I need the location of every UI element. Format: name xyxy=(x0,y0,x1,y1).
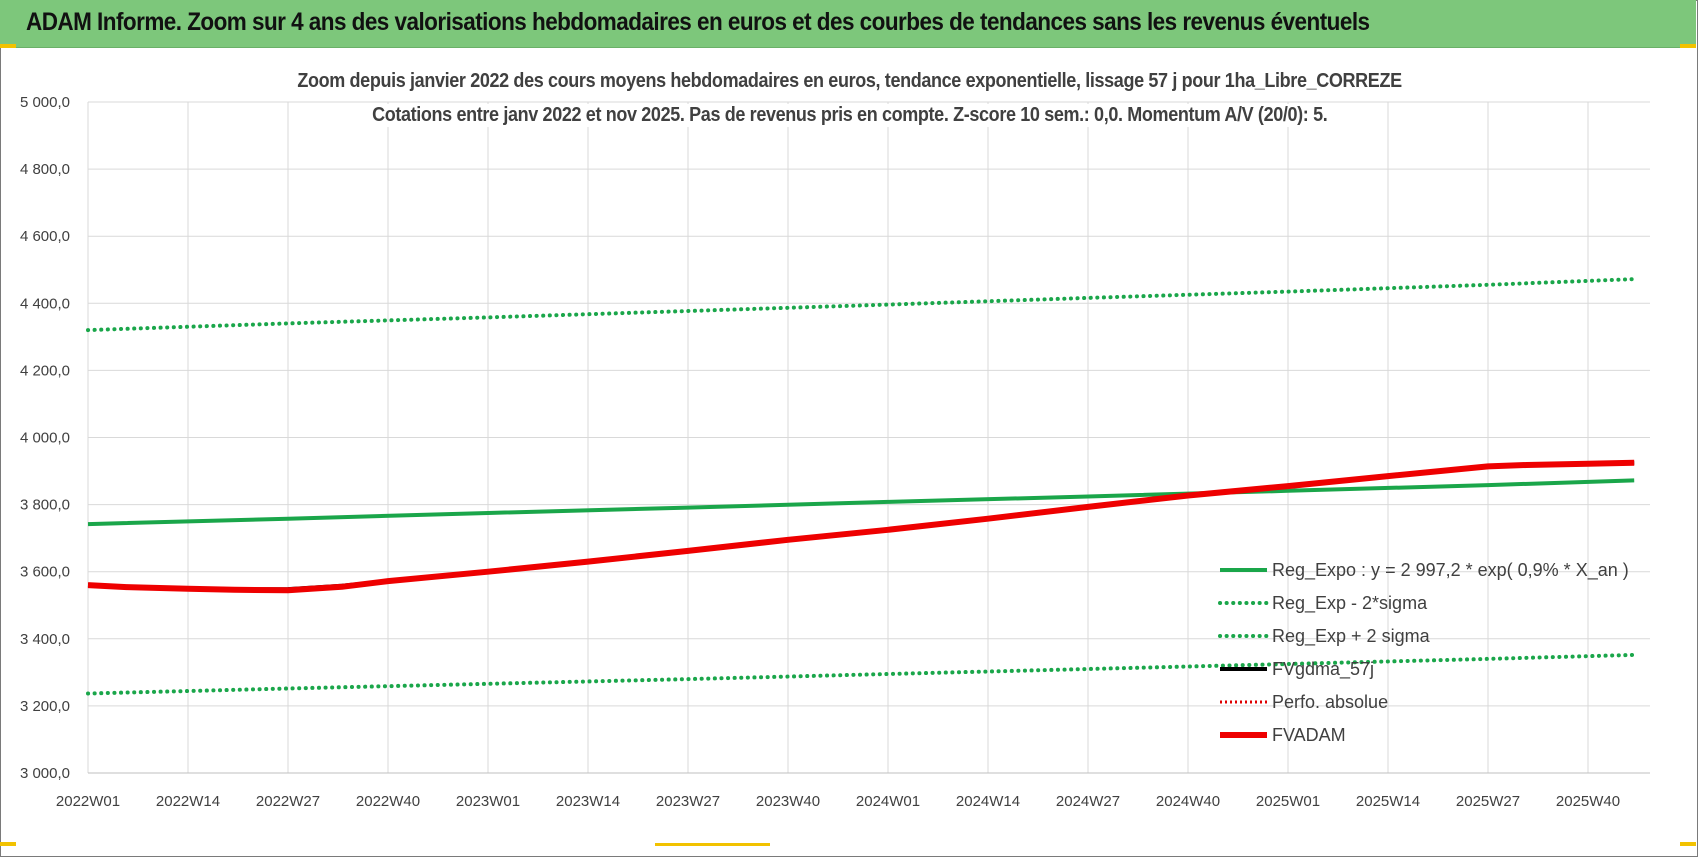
y-axis-ticks: 3 000,0 3 200,0 3 400,0 3 600,0 3 800,0 4 000… xyxy=(20,94,70,782)
y-tick-label: 3 000,0 xyxy=(20,765,70,782)
x-tick-label: 2024W14 xyxy=(956,793,1020,810)
x-tick-label: 2025W01 xyxy=(1256,793,1320,810)
x-tick-label: 2023W01 xyxy=(456,793,520,810)
y-tick-label: 4 200,0 xyxy=(20,362,70,379)
y-tick-label: 3 400,0 xyxy=(20,631,70,648)
x-tick-label: 2025W27 xyxy=(1456,793,1520,810)
y-tick-label: 4 400,0 xyxy=(20,295,70,312)
x-tick-label: 2025W14 xyxy=(1356,793,1420,810)
series-line xyxy=(86,277,1637,333)
y-tick-label: 4 600,0 xyxy=(20,228,70,245)
y-tick-label: 3 800,0 xyxy=(20,497,70,514)
legend: Reg_Expo : y = 2 997,2 * exp( 0,9% * X_a… xyxy=(1218,560,1629,745)
legend-label: Reg_Exp + 2 sigma xyxy=(1272,626,1431,647)
x-axis-ticks: 2022W01 2022W14 2022W27 2022W40 2023W01 2023W… xyxy=(56,793,1620,810)
accent-mark-left-top xyxy=(0,44,16,48)
y-tick-label: 4 800,0 xyxy=(20,161,70,178)
x-tick-label: 2022W40 xyxy=(356,793,420,810)
chart-title: Zoom depuis janvier 2022 des cours moyen… xyxy=(150,70,1550,93)
y-tick-label: 5 000,0 xyxy=(20,94,70,111)
y-tick-label: 4 000,0 xyxy=(20,430,70,447)
x-tick-label: 2024W27 xyxy=(1056,793,1120,810)
x-tick-label: 2024W40 xyxy=(1156,793,1220,810)
accent-mark-right-bottom xyxy=(1680,842,1696,846)
x-tick-label: 2022W27 xyxy=(256,793,320,810)
accent-mark-bottom-center xyxy=(655,843,770,846)
legend-label: FVgdma_57j xyxy=(1272,659,1374,680)
chart-title-text: Zoom depuis janvier 2022 des cours moyen… xyxy=(290,70,1410,93)
x-tick-label: 2022W14 xyxy=(156,793,220,810)
legend-label: FVADAM xyxy=(1272,725,1346,745)
series-lines xyxy=(86,277,1637,696)
x-tick-label: 2023W40 xyxy=(756,793,820,810)
x-tick-label: 2023W27 xyxy=(656,793,720,810)
gridlines xyxy=(87,101,1650,774)
header-banner: ADAM Informe. Zoom sur 4 ans des valoris… xyxy=(0,0,1696,48)
y-tick-label: 3 600,0 xyxy=(20,564,70,581)
accent-mark-left-bottom xyxy=(0,842,16,846)
series-line xyxy=(87,478,1635,527)
series-line xyxy=(86,652,1637,696)
chart-subtitle: Cotations entre janv 2022 et nov 2025. P… xyxy=(150,104,1550,127)
x-tick-label: 2022W01 xyxy=(56,793,120,810)
chart-subtitle-text: Cotations entre janv 2022 et nov 2025. P… xyxy=(365,104,1335,127)
x-tick-label: 2025W40 xyxy=(1556,793,1620,810)
legend-label: Perfo. absolue xyxy=(1272,692,1388,712)
x-tick-label: 2024W01 xyxy=(856,793,920,810)
banner-title: ADAM Informe. Zoom sur 4 ans des valoris… xyxy=(26,8,1370,36)
legend-label: Reg_Expo : y = 2 997,2 * exp( 0,9% * X_a… xyxy=(1272,560,1629,581)
legend-label: Reg_Exp - 2*sigma xyxy=(1272,593,1428,614)
x-tick-label: 2023W14 xyxy=(556,793,620,810)
y-tick-label: 3 200,0 xyxy=(20,698,70,715)
series-line xyxy=(87,459,1635,594)
accent-mark-right-top xyxy=(1680,44,1696,48)
